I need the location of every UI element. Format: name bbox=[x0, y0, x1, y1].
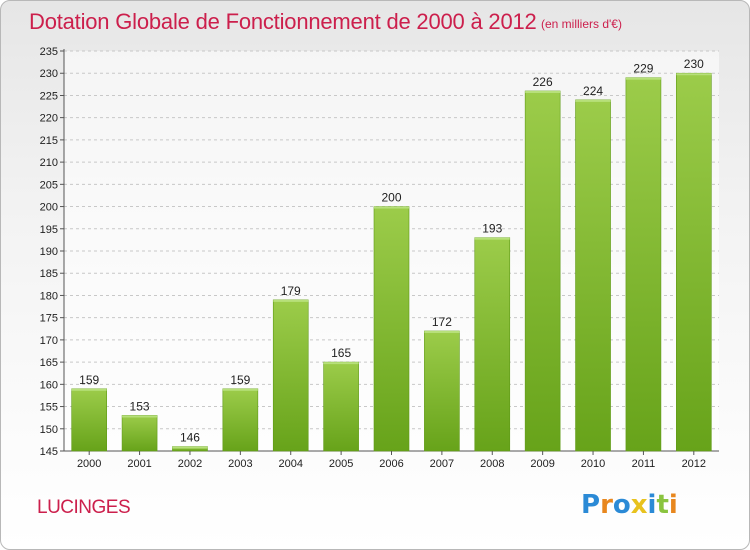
value-label-2005: 165 bbox=[331, 346, 351, 360]
y-tick-label: 165 bbox=[40, 357, 58, 369]
bar-2007 bbox=[424, 330, 460, 452]
y-tick-label: 150 bbox=[40, 424, 58, 436]
value-label-2008: 193 bbox=[482, 222, 502, 236]
bar-top-highlight bbox=[323, 362, 359, 365]
bar-top-highlight bbox=[474, 237, 510, 240]
bar-top-highlight bbox=[424, 331, 460, 333]
x-tick-label: 2004 bbox=[278, 458, 302, 470]
value-label-2000: 159 bbox=[79, 373, 99, 387]
bar-2008 bbox=[474, 237, 511, 452]
y-tick-label: 220 bbox=[40, 113, 58, 125]
y-tick-label: 215 bbox=[40, 135, 58, 147]
y-tick-label: 180 bbox=[40, 290, 58, 302]
value-label-2009: 226 bbox=[533, 75, 553, 89]
value-label-2002: 146 bbox=[180, 431, 200, 445]
x-tick-label: 2011 bbox=[632, 458, 656, 470]
bar-top-highlight bbox=[122, 415, 158, 418]
bar-2005 bbox=[323, 361, 359, 452]
bar-top-highlight bbox=[71, 388, 107, 391]
value-label-2003: 159 bbox=[230, 373, 250, 387]
logo-letter: x bbox=[630, 490, 648, 520]
bar-top-highlight bbox=[273, 299, 309, 302]
commune-name: LUCINGES bbox=[37, 497, 131, 518]
bar-top-highlight bbox=[525, 91, 561, 93]
bar-2009 bbox=[524, 90, 561, 452]
y-tick-label: 200 bbox=[40, 202, 58, 214]
y-tick-label: 190 bbox=[40, 246, 58, 258]
chart-title: Dotation Globale de Fonctionnement de 20… bbox=[29, 9, 537, 34]
x-tick-label: 2005 bbox=[329, 458, 353, 470]
y-tick-label: 185 bbox=[40, 268, 58, 280]
chart-subtitle: (en milliers d'€) bbox=[541, 17, 622, 31]
x-tick-label: 2003 bbox=[228, 458, 252, 470]
logo-letter: i bbox=[647, 490, 657, 520]
y-tick-label: 235 bbox=[40, 46, 58, 58]
x-tick-label: 2002 bbox=[178, 458, 202, 470]
proxiti-logo: Proxiti bbox=[581, 490, 678, 520]
y-tick-label: 195 bbox=[40, 224, 58, 236]
value-label-2006: 200 bbox=[381, 191, 401, 205]
bar-top-highlight bbox=[676, 73, 712, 76]
y-tick-label: 145 bbox=[40, 446, 58, 458]
y-tick-label: 175 bbox=[40, 313, 58, 325]
bar-top-highlight bbox=[222, 388, 258, 391]
y-tick-label: 230 bbox=[40, 68, 58, 80]
x-tick-label: 2009 bbox=[530, 458, 554, 470]
x-tick-label: 2007 bbox=[430, 458, 454, 470]
value-label-2004: 179 bbox=[281, 284, 301, 298]
value-label-2010: 224 bbox=[583, 84, 603, 98]
y-tick-label: 205 bbox=[40, 179, 58, 191]
bar-2006 bbox=[373, 206, 410, 452]
y-tick-label: 160 bbox=[40, 379, 58, 391]
logo-letter: r bbox=[600, 490, 613, 520]
bar-top-highlight bbox=[374, 206, 409, 209]
bar-2012 bbox=[676, 72, 712, 452]
logo-letter: o bbox=[612, 490, 631, 520]
x-tick-label: 2000 bbox=[77, 458, 101, 470]
bar-top-highlight bbox=[172, 446, 208, 449]
y-tick-label: 225 bbox=[40, 90, 58, 102]
x-tick-label: 2008 bbox=[480, 458, 504, 470]
bar-2011 bbox=[625, 77, 662, 452]
bar-2001 bbox=[121, 415, 158, 452]
logo-letter: P bbox=[581, 490, 601, 520]
bar-2000 bbox=[71, 388, 107, 452]
x-tick-label: 2001 bbox=[127, 458, 151, 470]
y-tick-label: 210 bbox=[40, 157, 58, 169]
x-tick-label: 2012 bbox=[682, 458, 706, 470]
bar-2004 bbox=[272, 299, 309, 452]
bar-2003 bbox=[222, 388, 259, 452]
value-label-2001: 153 bbox=[130, 399, 150, 413]
x-tick-label: 2006 bbox=[379, 458, 403, 470]
value-label-2011: 229 bbox=[633, 62, 653, 76]
y-tick-label: 155 bbox=[40, 402, 58, 414]
value-label-2012: 230 bbox=[684, 57, 704, 71]
logo-letter: i bbox=[668, 490, 678, 520]
bar-2010 bbox=[575, 99, 611, 452]
x-tick-label: 2010 bbox=[581, 458, 605, 470]
value-label-2007: 172 bbox=[432, 315, 452, 329]
bar-top-highlight bbox=[575, 99, 611, 102]
bar-top-highlight bbox=[625, 77, 661, 80]
y-tick-label: 170 bbox=[40, 335, 58, 347]
logo-letter: t bbox=[656, 490, 669, 520]
